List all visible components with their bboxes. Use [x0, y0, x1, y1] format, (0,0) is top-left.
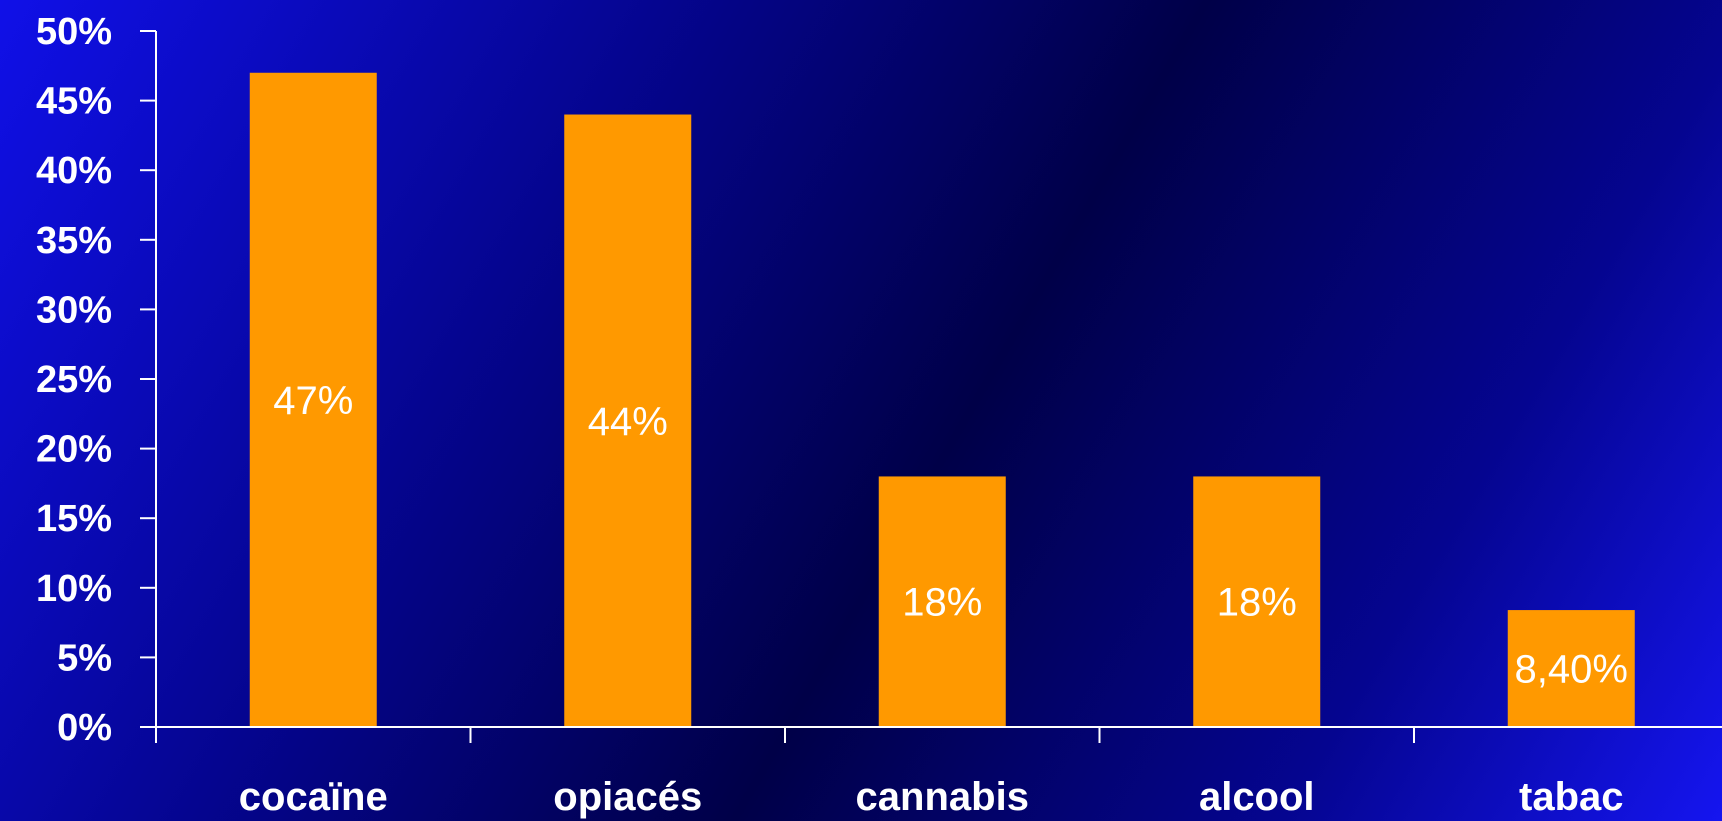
category-label-4: tabac — [1519, 775, 1624, 819]
category-label-0: cocaïne — [239, 775, 388, 819]
data-label-4: 8,40% — [1515, 648, 1628, 692]
y-tick-label: 5% — [57, 637, 112, 679]
bar-1 — [564, 114, 692, 727]
labels-group: 0% 5% 10% 15% 20% 25% 30% 35% 40% 45% 50% 47% cocaïn… — [36, 11, 1628, 819]
y-tick-label: 10% — [36, 568, 112, 610]
bar-3 — [1193, 476, 1321, 727]
data-label-3: 18% — [1217, 581, 1297, 625]
bar-2 — [878, 476, 1006, 727]
category-label-1: opiacés — [553, 775, 702, 819]
bar-0 — [249, 72, 377, 727]
category-label-3: alcool — [1199, 775, 1315, 819]
y-tick-label: 50% — [36, 11, 112, 53]
data-label-2: 18% — [902, 581, 982, 625]
y-tick-label: 40% — [36, 150, 112, 192]
y-tick-label: 20% — [36, 429, 112, 471]
y-tick-label: 35% — [36, 220, 112, 262]
data-label-0: 47% — [273, 379, 353, 423]
y-tick-label: 25% — [36, 359, 112, 401]
data-label-1: 44% — [588, 400, 668, 444]
y-tick-label: 30% — [36, 289, 112, 331]
y-tick-label: 0% — [57, 707, 112, 749]
bars-group — [249, 72, 1635, 727]
axes-group — [140, 30, 1722, 743]
y-tick-label: 15% — [36, 498, 112, 540]
category-label-2: cannabis — [856, 775, 1029, 819]
y-tick-label: 45% — [36, 81, 112, 123]
bar-4 — [1507, 610, 1635, 727]
